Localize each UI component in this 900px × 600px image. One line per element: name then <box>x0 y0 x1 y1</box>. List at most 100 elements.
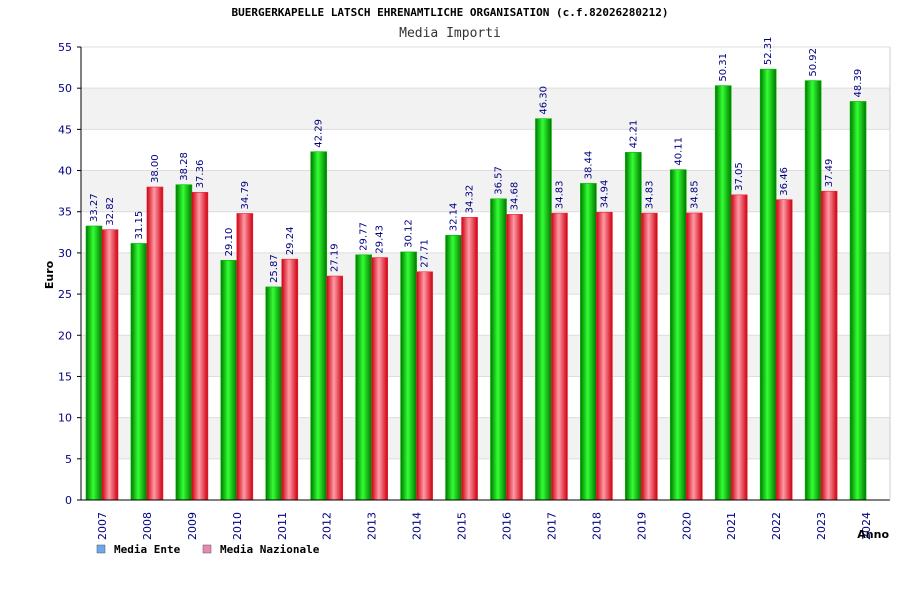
y-tick-label: 15 <box>58 370 72 383</box>
data-label: 30.12 <box>404 219 415 248</box>
bar-media-nazionale <box>416 271 433 501</box>
y-tick-label: 40 <box>58 165 72 178</box>
data-label: 27.71 <box>420 239 431 268</box>
x-tick-label: 2023 <box>815 512 828 540</box>
legend-label: Media Nazionale <box>220 543 320 556</box>
bar-media-ente <box>400 251 417 501</box>
bar-media-nazionale <box>551 212 568 501</box>
data-label: 37.05 <box>734 162 745 191</box>
bar-media-ente <box>355 254 372 501</box>
y-tick-label: 35 <box>58 206 72 219</box>
data-label: 48.39 <box>853 69 864 98</box>
data-label: 42.29 <box>314 119 325 148</box>
y-tick-label: 20 <box>58 329 72 342</box>
bar-media-ente <box>310 151 328 501</box>
legend-swatch <box>96 544 106 554</box>
bar-media-ente <box>490 198 507 501</box>
grid-band <box>81 252 890 295</box>
data-label: 42.21 <box>628 120 639 149</box>
bar-media-ente <box>175 184 193 501</box>
data-label: 29.10 <box>224 228 235 257</box>
bar-media-ente <box>804 80 822 501</box>
bar-media-nazionale <box>236 213 254 501</box>
x-tick-label: 2024 <box>860 512 873 540</box>
bar-media-ente <box>625 152 642 501</box>
x-tick-label: 2011 <box>276 512 289 540</box>
bar-media-ente <box>759 68 777 501</box>
x-tick-label: 2013 <box>366 512 379 540</box>
data-label: 33.27 <box>89 193 100 222</box>
bar-media-ente <box>265 286 283 501</box>
x-tick-label: 2008 <box>141 512 154 540</box>
grid-band <box>81 458 890 500</box>
bar-media-nazionale <box>191 191 209 501</box>
grid-band <box>81 417 890 459</box>
data-label: 52.31 <box>763 37 774 66</box>
data-label: 29.77 <box>359 222 370 251</box>
grid-band <box>81 376 890 418</box>
y-tick-label: 25 <box>58 288 72 301</box>
data-label: 29.43 <box>375 225 386 254</box>
x-tick-label: 2012 <box>321 512 334 540</box>
x-tick-label: 2010 <box>231 512 244 540</box>
data-label: 38.28 <box>179 152 190 181</box>
y-tick-label: 5 <box>65 453 72 466</box>
plot-area: 0 5 10 15 20 25 30 35 40 45 50 55 33.27 32.82 2007 31.1… <box>58 37 891 540</box>
y-tick-label: 50 <box>58 82 72 95</box>
y-tick-label: 0 <box>65 494 72 507</box>
data-label: 32.14 <box>449 203 460 232</box>
bar-media-nazionale <box>461 217 478 501</box>
data-label: 34.79 <box>240 181 251 210</box>
x-tick-label: 2020 <box>680 512 693 540</box>
grid-band <box>81 294 890 336</box>
bar-media-nazionale <box>641 212 658 501</box>
bar-media-ente <box>130 243 148 501</box>
grid-band <box>81 47 890 89</box>
data-label: 34.85 <box>689 180 700 209</box>
data-label: 46.30 <box>538 86 549 115</box>
x-tick-label: 2022 <box>770 512 783 540</box>
bar-media-nazionale <box>596 211 613 501</box>
bar-media-ente <box>85 225 103 501</box>
data-label: 34.94 <box>599 180 610 209</box>
data-label: 34.68 <box>510 182 521 211</box>
bar-media-nazionale <box>371 257 388 501</box>
x-tick-label: 2009 <box>186 512 199 540</box>
x-tick-label: 2021 <box>725 512 738 540</box>
legend: Media Ente Media Nazionale <box>96 543 320 556</box>
data-label: 32.82 <box>105 197 116 226</box>
x-tick-label: 2014 <box>411 512 424 540</box>
bar-media-nazionale <box>326 275 344 501</box>
bar-media-nazionale <box>820 190 838 501</box>
data-label: 38.44 <box>583 151 594 180</box>
grid-band <box>81 88 890 130</box>
bar-media-nazionale <box>281 258 299 501</box>
y-axis-label: Euro <box>43 260 56 289</box>
chart-title: BUERGERKAPELLE LATSCH EHRENAMTLICHE ORGA… <box>231 6 668 19</box>
bar-media-ente <box>714 85 732 501</box>
grid-band <box>81 335 890 377</box>
bar-media-ente <box>669 169 687 501</box>
data-label: 38.00 <box>150 154 161 183</box>
data-label: 37.49 <box>824 159 835 188</box>
grid-band <box>81 170 890 212</box>
bar-media-nazionale <box>506 214 523 501</box>
data-label: 34.83 <box>644 180 655 209</box>
y-tick-label: 55 <box>58 41 72 54</box>
chart-subtitle: Media Importi <box>399 26 501 41</box>
bar-media-nazionale <box>775 199 793 501</box>
x-axis-label: Anno <box>857 528 889 541</box>
bar-media-nazionale <box>101 229 119 501</box>
data-label: 36.46 <box>779 167 790 196</box>
data-label: 36.57 <box>494 166 505 195</box>
bar-media-nazionale <box>146 186 164 501</box>
bar-media-ente <box>445 234 462 501</box>
bar-media-nazionale <box>730 194 748 501</box>
data-label: 27.19 <box>330 243 341 272</box>
x-tick-label: 2016 <box>501 512 514 540</box>
x-tick-label: 2015 <box>456 512 469 540</box>
data-label: 34.83 <box>554 180 565 209</box>
x-tick-label: 2017 <box>545 512 558 540</box>
data-label: 37.36 <box>195 160 206 189</box>
